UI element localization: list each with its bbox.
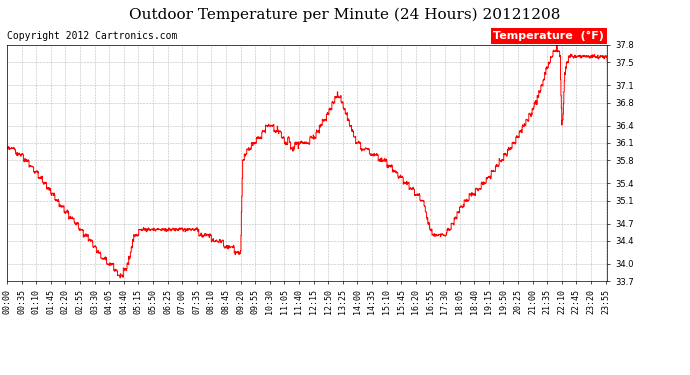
Text: Outdoor Temperature per Minute (24 Hours) 20121208: Outdoor Temperature per Minute (24 Hours…	[129, 8, 561, 22]
Text: Copyright 2012 Cartronics.com: Copyright 2012 Cartronics.com	[7, 31, 177, 41]
Text: Temperature  (°F): Temperature (°F)	[493, 31, 604, 41]
